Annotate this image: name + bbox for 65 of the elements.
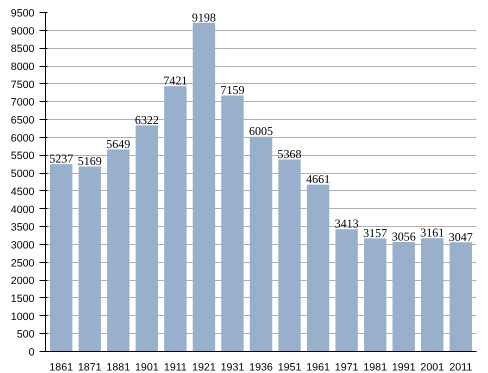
x-tick-label: 2001 (420, 362, 444, 373)
y-tick-label: 4500 (10, 186, 35, 198)
bar (221, 96, 244, 352)
y-tick-label: 8500 (10, 43, 35, 56)
data-label: 3056 (392, 229, 416, 244)
y-tick-label: 3500 (10, 222, 35, 234)
data-label: 7421 (163, 74, 188, 88)
y-tick-label: 6000 (10, 132, 35, 144)
y-tick-label: 7500 (10, 78, 35, 91)
y-tick-label: 0 (28, 346, 35, 358)
x-tick-label: 1921 (192, 362, 216, 373)
x-tick-label: 1901 (134, 362, 159, 373)
data-label: 7159 (220, 83, 244, 98)
bar (107, 149, 130, 352)
data-label: 4661 (306, 172, 330, 186)
y-tick-label: 1500 (10, 292, 35, 305)
y-tick-label: 2500 (10, 257, 35, 270)
data-label: 6005 (249, 124, 273, 138)
bar (136, 125, 158, 352)
x-tick-label: 1936 (249, 362, 273, 373)
x-tick-label: 1861 (49, 362, 74, 373)
y-tick-label: 3000 (10, 239, 35, 252)
data-label: 3047 (448, 230, 473, 244)
bar (392, 242, 415, 352)
x-tick-label: 1981 (363, 362, 388, 373)
x-tick-label: 1871 (78, 362, 102, 373)
x-tick-label: 1911 (164, 362, 187, 373)
data-label: 6322 (134, 112, 159, 127)
bar (50, 164, 72, 352)
x-tick-label: 2011 (449, 362, 472, 373)
y-tick-label: 9500 (10, 8, 35, 20)
bar (364, 238, 386, 352)
bar (421, 238, 444, 352)
y-tick-label: 6500 (10, 114, 35, 127)
data-label: 5169 (78, 154, 102, 168)
bar (164, 86, 187, 352)
y-tick-label: 4000 (10, 204, 35, 216)
y-tick-label: 7000 (10, 96, 35, 109)
bar (306, 184, 330, 352)
data-label: 5368 (278, 146, 302, 161)
data-label: 3413 (334, 216, 359, 231)
y-tick-label: 9000 (10, 25, 35, 38)
bar (335, 229, 358, 352)
x-tick-label: 1881 (106, 362, 130, 373)
data-label: 3161 (420, 226, 444, 240)
x-tick-label: 1971 (334, 362, 359, 373)
bar (278, 159, 301, 352)
y-tick-label: 500 (16, 328, 35, 341)
y-tick-label: 2000 (10, 275, 35, 288)
data-label: 9198 (192, 10, 216, 24)
bar (250, 136, 272, 352)
bar (78, 166, 101, 352)
y-tick-label: 8000 (10, 61, 35, 74)
bar (192, 22, 216, 352)
data-label: 3157 (363, 226, 388, 240)
y-tick-label: 1000 (10, 310, 35, 323)
x-tick-label: 1991 (392, 362, 416, 373)
data-label: 5649 (106, 136, 130, 151)
y-tick-label: 5000 (10, 168, 35, 180)
data-label: 5237 (49, 152, 74, 166)
bar (450, 242, 472, 352)
x-tick-label: 1951 (278, 362, 302, 373)
y-tick-label: 5500 (10, 150, 35, 162)
x-tick-label: 1961 (306, 362, 330, 373)
x-tick-label: 1931 (220, 362, 244, 373)
